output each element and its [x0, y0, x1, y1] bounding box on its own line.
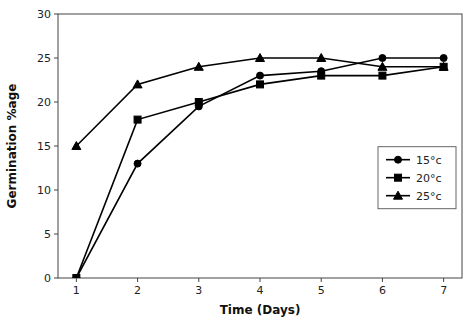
data-point: [440, 55, 447, 62]
data-point: [257, 72, 264, 79]
y-tick: [54, 234, 58, 235]
data-point: [133, 80, 142, 88]
x-tick-label: 4: [257, 284, 264, 297]
y-axis-label: Germination %age: [5, 84, 19, 209]
data-point: [195, 99, 202, 106]
x-tick-label: 3: [195, 284, 202, 297]
y-tick: [54, 102, 58, 103]
chart: 1 2 3 4 5 6 7 0 5 10 15 20 25 30 Time (Days) Germinatio…: [0, 0, 474, 324]
data-point: [318, 72, 325, 79]
y-tick: [54, 58, 58, 59]
data-point: [379, 72, 386, 79]
legend-label: 25°c: [416, 190, 442, 203]
data-point: [439, 62, 448, 70]
x-tick-label: 5: [318, 284, 325, 297]
y-tick: [54, 190, 58, 191]
legend: 15°c 20°c 25°c: [378, 147, 456, 209]
data-point: [134, 160, 141, 167]
series-line: [76, 58, 443, 146]
data-point: [379, 55, 386, 62]
data-point: [440, 63, 447, 70]
x-tick: [443, 278, 444, 282]
x-tick-label: 1: [73, 284, 80, 297]
y-tick-label: 25: [37, 52, 51, 65]
y-tick-label: 0: [44, 272, 51, 285]
legend-marker: [395, 156, 402, 163]
y-tick-label: 30: [37, 8, 51, 21]
x-tick: [382, 278, 383, 282]
legend-label: 20°c: [416, 172, 442, 185]
y-tick-label: 10: [37, 184, 51, 197]
x-tick-label: 6: [379, 284, 386, 297]
data-point: [72, 142, 81, 150]
y-tick-label: 5: [44, 228, 51, 241]
y-tick: [54, 146, 58, 147]
x-tick: [321, 278, 322, 282]
x-tick-label: 2: [134, 284, 141, 297]
y-tick-label: 20: [37, 96, 51, 109]
legend-marker: [395, 174, 402, 181]
data-point: [378, 62, 387, 70]
x-axis-label: Time (Days): [220, 303, 301, 317]
data-point: [194, 62, 203, 70]
y-tick: [54, 14, 58, 15]
x-tick: [137, 278, 138, 282]
plot-frame: [58, 14, 462, 278]
data-point: [73, 275, 80, 279]
data-point: [134, 116, 141, 123]
x-tick: [198, 278, 199, 282]
legend-marker: [394, 191, 403, 199]
data-point: [317, 54, 326, 62]
data-point: [73, 275, 80, 279]
data-point: [256, 54, 265, 62]
x-tick: [76, 278, 77, 282]
legend-label: 15°c: [416, 154, 442, 167]
y-tick-label: 15: [37, 140, 51, 153]
data-point: [257, 81, 264, 88]
x-tick: [260, 278, 261, 282]
x-tick-label: 7: [440, 284, 447, 297]
legend-box: [378, 147, 456, 209]
y-tick: [54, 278, 58, 279]
